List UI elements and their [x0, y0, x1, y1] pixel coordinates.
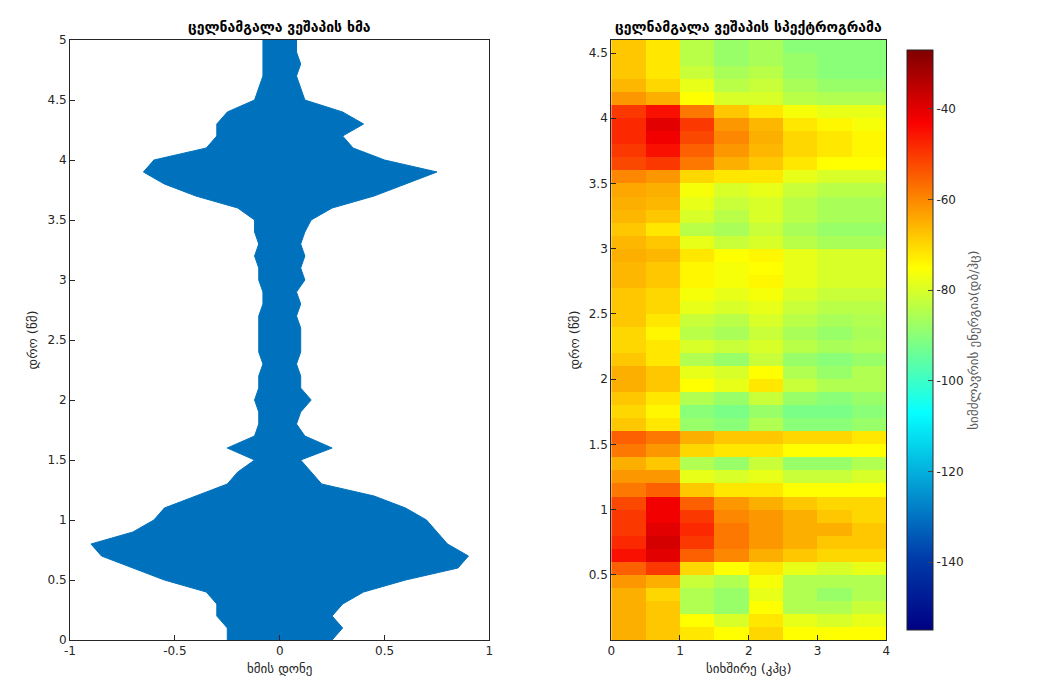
svg-text:4.5: 4.5: [589, 46, 608, 60]
svg-text:ცელნამგალა ვეშაპის სპექტროგრამ: ცელნამგალა ვეშაპის სპექტროგრამა: [615, 19, 882, 35]
svg-text:-60: -60: [936, 193, 956, 207]
svg-text:1.5: 1.5: [589, 438, 608, 452]
svg-text:2: 2: [600, 372, 608, 386]
svg-text:დრო (წმ): დრო (წმ): [25, 311, 40, 370]
svg-text:3: 3: [600, 242, 608, 256]
svg-text:-80: -80: [936, 283, 956, 297]
svg-text:1: 1: [676, 644, 684, 658]
svg-text:2.5: 2.5: [48, 333, 67, 347]
svg-text:1.5: 1.5: [48, 453, 67, 467]
svg-text:-40: -40: [936, 102, 956, 116]
svg-text:2: 2: [59, 393, 67, 407]
svg-text:სიმძლავრის ენერგია(დბ/ჰც): სიმძლავრის ენერგია(დბ/ჰც): [966, 250, 981, 429]
svg-text:4: 4: [882, 644, 890, 658]
svg-text:-120: -120: [936, 465, 963, 479]
svg-text:3.5: 3.5: [589, 177, 608, 191]
svg-text:0: 0: [607, 644, 615, 658]
svg-text:0.5: 0.5: [589, 568, 608, 582]
svg-text:3.5: 3.5: [48, 213, 67, 227]
svg-text:4: 4: [59, 153, 67, 167]
svg-text:1: 1: [600, 503, 608, 517]
svg-text:1: 1: [59, 513, 67, 527]
svg-text:0: 0: [59, 633, 67, 647]
svg-text:0.5: 0.5: [48, 573, 67, 587]
svg-text:-140: -140: [936, 555, 963, 569]
svg-text:4: 4: [600, 111, 608, 125]
svg-text:2.5: 2.5: [589, 307, 608, 321]
svg-text:-0.5: -0.5: [163, 644, 186, 658]
svg-text:0.5: 0.5: [375, 644, 394, 658]
svg-text:-1: -1: [64, 644, 76, 658]
svg-text:დრო (წმ): დრო (წმ): [567, 311, 582, 370]
svg-text:3: 3: [59, 273, 67, 287]
svg-text:3: 3: [814, 644, 822, 658]
svg-text:1: 1: [486, 644, 494, 658]
svg-text:ხმის დონე: ხმის დონე: [247, 661, 312, 676]
svg-text:4.5: 4.5: [48, 93, 67, 107]
svg-text:5: 5: [59, 33, 67, 47]
svg-text:2: 2: [745, 644, 753, 658]
svg-text:-100: -100: [936, 374, 963, 388]
svg-text:0: 0: [276, 644, 284, 658]
svg-text:ცელნამგალა ვეშაპის ხმა: ცელნამგალა ვეშაპის ხმა: [188, 19, 371, 35]
svg-text:სიხშირე (კჰც): სიხშირე (კჰც): [706, 661, 792, 676]
